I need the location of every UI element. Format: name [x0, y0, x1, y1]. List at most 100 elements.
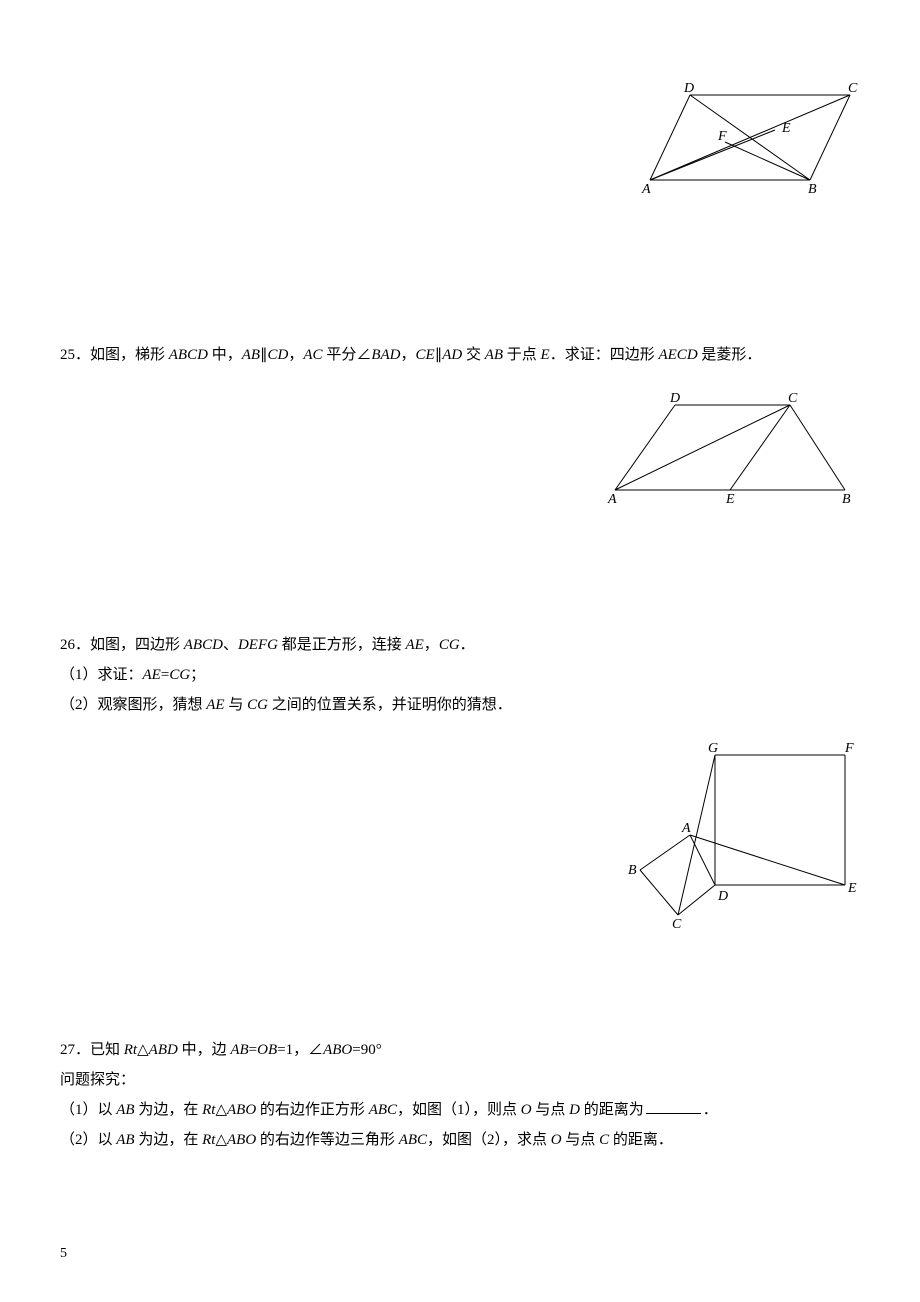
- var: D: [569, 1102, 580, 1118]
- text: 是菱形．: [698, 347, 762, 363]
- svg-text:C: C: [848, 81, 858, 96]
- var: CG: [439, 637, 460, 653]
- tri: △: [215, 1102, 227, 1118]
- var: AB: [242, 347, 260, 363]
- svg-text:A: A: [607, 492, 617, 507]
- svg-text:C: C: [672, 917, 682, 932]
- text: 、: [223, 637, 238, 653]
- text: 的距离．: [609, 1132, 673, 1148]
- text: 与点: [562, 1132, 600, 1148]
- var: AE: [405, 637, 423, 653]
- var: AE: [143, 667, 161, 683]
- var: CD: [268, 347, 289, 363]
- text: （2）观察图形，猜想: [60, 697, 206, 713]
- var: ABD: [149, 1042, 178, 1058]
- var: ABC: [369, 1102, 397, 1118]
- text: ．求证：四边形: [550, 347, 659, 363]
- var: AC: [303, 347, 322, 363]
- text: 与点: [532, 1102, 570, 1118]
- text: 交: [462, 347, 485, 363]
- text: 27．已知: [60, 1042, 124, 1058]
- var: AD: [442, 347, 462, 363]
- svg-text:E: E: [781, 121, 791, 136]
- text: ．: [460, 637, 475, 653]
- svg-text:A: A: [681, 821, 691, 836]
- var: AB: [230, 1042, 248, 1058]
- text: 于点: [503, 347, 541, 363]
- var: AECD: [658, 347, 697, 363]
- text: （1）求证：: [60, 667, 143, 683]
- var: ABCD: [184, 637, 223, 653]
- text: 25．如图，梯形: [60, 347, 169, 363]
- svg-text:B: B: [842, 492, 851, 507]
- var: CE: [416, 347, 435, 363]
- var: ABO: [323, 1042, 352, 1058]
- text: ，: [401, 347, 416, 363]
- text: =1，∠: [277, 1042, 323, 1058]
- var: E: [541, 347, 550, 363]
- svg-text:F: F: [717, 129, 727, 144]
- figure-rhombus-abcdef: A B C D E F: [630, 80, 860, 200]
- svg-text:D: D: [717, 889, 728, 904]
- page-number: 5: [60, 1246, 67, 1262]
- var: ABCD: [169, 347, 208, 363]
- text: ，: [424, 637, 439, 653]
- svg-text:D: D: [669, 391, 680, 406]
- fill-blank: [646, 1098, 701, 1114]
- rt: Rt: [202, 1102, 215, 1118]
- text: ．: [703, 1102, 718, 1118]
- var: BAD: [371, 347, 400, 363]
- var: O: [551, 1132, 562, 1148]
- svg-text:B: B: [808, 182, 817, 197]
- figure-squares-abcd-defg: G F E D A B C: [620, 740, 860, 935]
- text: 平分∠: [323, 347, 372, 363]
- text: ，: [288, 347, 303, 363]
- svg-text:E: E: [725, 492, 735, 507]
- rt: Rt: [124, 1042, 137, 1058]
- var: OB: [257, 1042, 277, 1058]
- var: CG: [247, 697, 268, 713]
- text: ；: [190, 667, 205, 683]
- svg-text:C: C: [788, 391, 798, 406]
- eq: =: [249, 1042, 257, 1058]
- text: 与: [225, 697, 248, 713]
- text: 的距离为: [580, 1102, 644, 1118]
- text: ，如图（1），则点: [397, 1102, 521, 1118]
- text: 中，边: [178, 1042, 231, 1058]
- tri: △: [215, 1132, 227, 1148]
- svg-text:D: D: [683, 81, 694, 96]
- tri: △: [137, 1042, 149, 1058]
- text: 中，: [208, 347, 242, 363]
- svg-text:E: E: [847, 881, 857, 896]
- var: AB: [485, 347, 503, 363]
- rt: Rt: [202, 1132, 215, 1148]
- text: ，如图（2），求点: [427, 1132, 551, 1148]
- text: 的右边作等边三角形: [256, 1132, 399, 1148]
- var: AB: [116, 1132, 134, 1148]
- figure-trapezoid-aecd: A E B C D: [600, 390, 860, 510]
- var: AE: [206, 697, 224, 713]
- var: C: [599, 1132, 609, 1148]
- svg-text:A: A: [641, 182, 651, 197]
- text: （1）以: [60, 1102, 116, 1118]
- text: 的右边作正方形: [256, 1102, 369, 1118]
- svg-text:B: B: [628, 863, 637, 878]
- var: DEFG: [238, 637, 278, 653]
- var: ABO: [227, 1102, 256, 1118]
- text: 为边，在: [135, 1132, 203, 1148]
- svg-text:F: F: [844, 741, 854, 756]
- svg-text:G: G: [708, 741, 718, 756]
- parallel: ∥: [260, 347, 268, 363]
- var: AB: [116, 1102, 134, 1118]
- text: 问题探究：: [60, 1072, 135, 1088]
- text: （2）以: [60, 1132, 116, 1148]
- var: O: [521, 1102, 532, 1118]
- var: CG: [169, 667, 190, 683]
- problem-27: 27．已知 Rt△ABD 中，边 AB=OB=1，∠ABO=90° 问题探究： …: [60, 1035, 860, 1155]
- problem-25: 25．如图，梯形 ABCD 中，AB∥CD，AC 平分∠BAD，CE∥AD 交 …: [60, 340, 860, 370]
- text: 之间的位置关系，并证明你的猜想．: [268, 697, 512, 713]
- problem-26: 26．如图，四边形 ABCD、DEFG 都是正方形，连接 AE，CG． （1）求…: [60, 630, 860, 720]
- text: 为边，在: [135, 1102, 203, 1118]
- var: ABO: [227, 1132, 256, 1148]
- text: 都是正方形，连接: [278, 637, 406, 653]
